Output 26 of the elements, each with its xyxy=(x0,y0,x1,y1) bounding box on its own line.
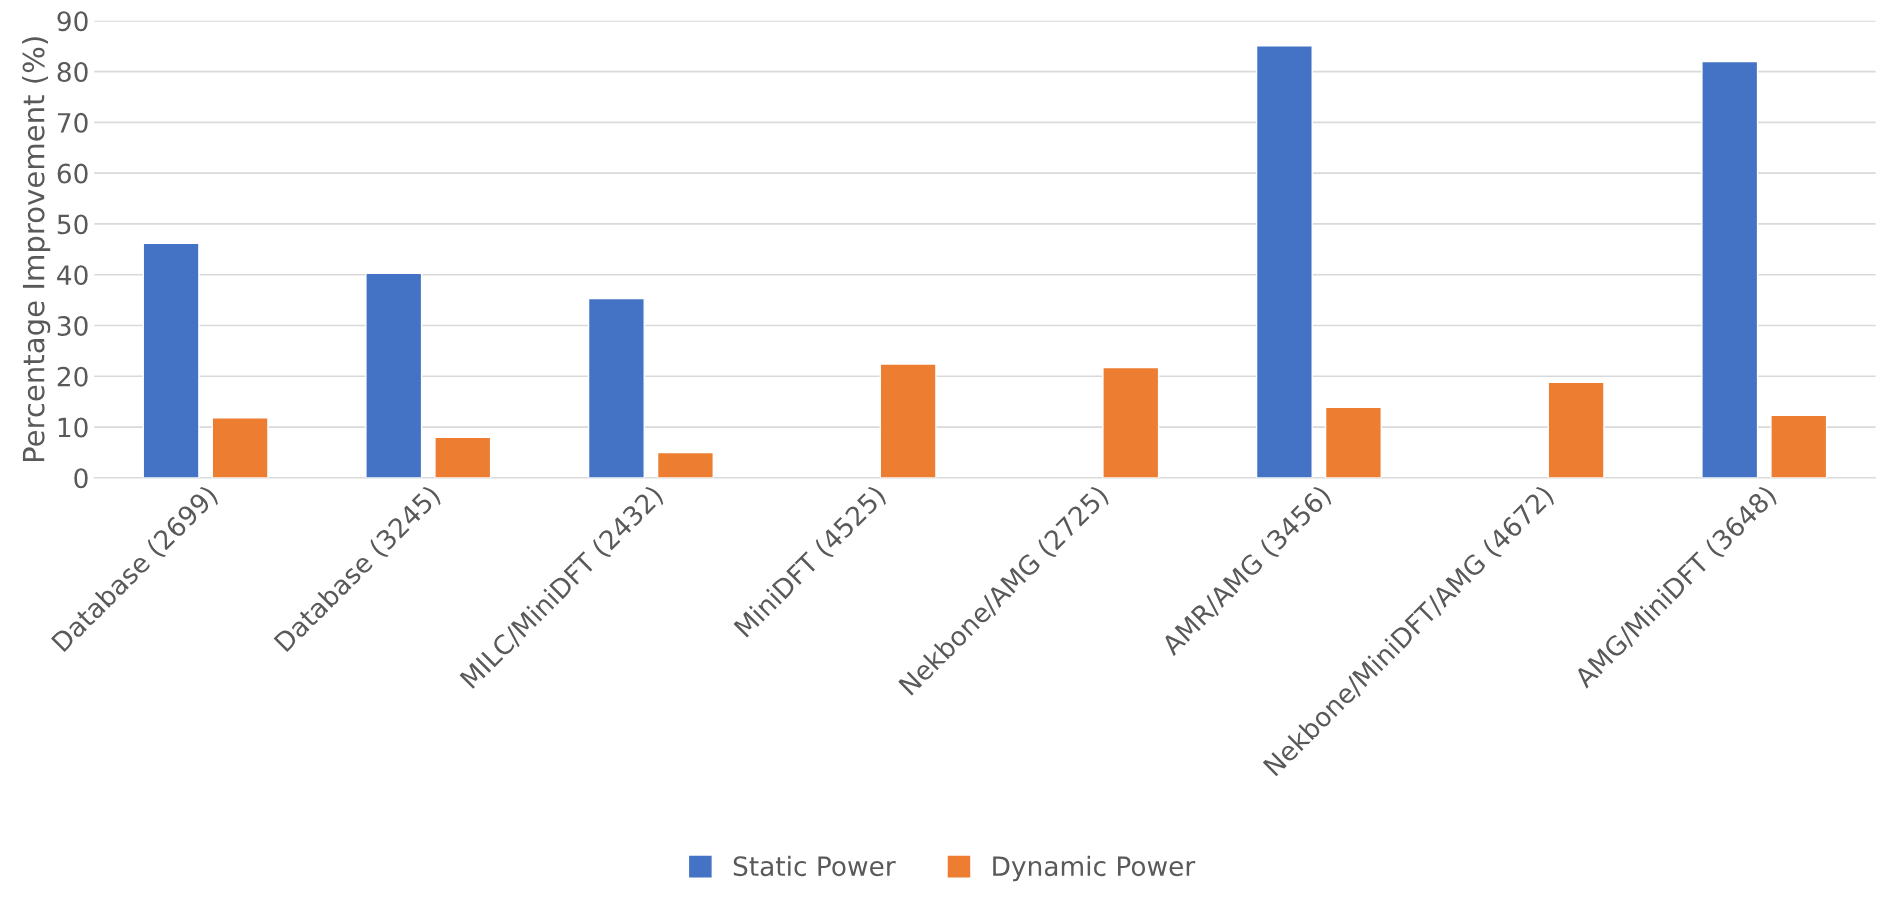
bar xyxy=(879,363,937,478)
legend-label: Dynamic Power xyxy=(993,855,1196,882)
y-tick-label: 0 xyxy=(74,468,88,489)
y-tick-label: 10 xyxy=(58,417,88,438)
y-tick-label: 80 xyxy=(57,62,88,82)
y-tick-label: 90 xyxy=(57,11,88,32)
bar xyxy=(211,417,269,478)
bar xyxy=(1547,381,1605,478)
legend-label: Static Power xyxy=(733,855,896,877)
bar xyxy=(1324,406,1382,478)
y-tick-label: 40 xyxy=(57,265,88,286)
bar xyxy=(1102,366,1160,478)
bar xyxy=(656,451,714,478)
y-tick-label: 50 xyxy=(57,214,88,235)
y-tick-label: 70 xyxy=(57,112,88,133)
bar xyxy=(142,242,200,478)
bar xyxy=(587,297,645,478)
bar xyxy=(365,272,423,478)
bar xyxy=(1701,60,1759,478)
bar xyxy=(1770,414,1828,478)
y-tick-label: 20 xyxy=(57,366,88,387)
bar xyxy=(434,436,492,478)
y-tick-label: 60 xyxy=(57,163,88,184)
y-tick-label: 30 xyxy=(57,315,88,336)
y-axis-title: Percentage Improvement (%) xyxy=(22,37,51,462)
bar xyxy=(1255,45,1313,478)
